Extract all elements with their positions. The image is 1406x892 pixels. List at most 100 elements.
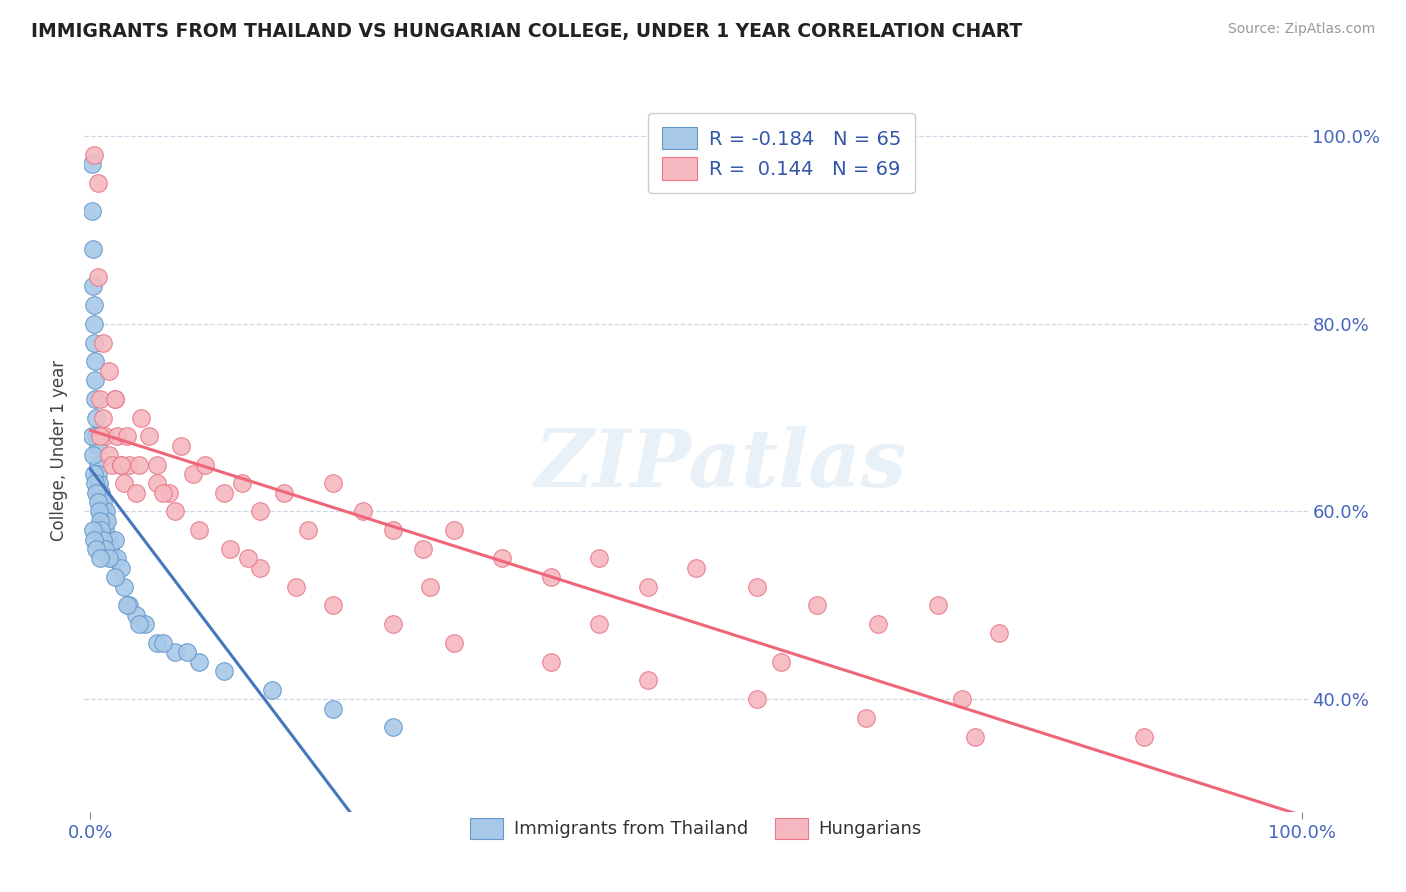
- Point: [104, 392, 127, 406]
- Text: ZIPatlas: ZIPatlas: [534, 426, 907, 504]
- Point: [86, 485, 108, 500]
- Point: [98, 541, 121, 556]
- Point: [86, 467, 108, 481]
- Point: [89, 495, 111, 509]
- Point: [212, 664, 235, 678]
- Point: [866, 617, 889, 632]
- Point: [491, 551, 513, 566]
- Point: [82, 279, 104, 293]
- Point: [101, 551, 124, 566]
- Point: [855, 711, 877, 725]
- Point: [104, 533, 127, 547]
- Point: [83, 335, 105, 350]
- Point: [86, 439, 108, 453]
- Point: [82, 448, 104, 462]
- Point: [97, 551, 120, 566]
- Point: [952, 692, 974, 706]
- Point: [89, 504, 111, 518]
- Point: [80, 429, 103, 443]
- Point: [138, 429, 160, 443]
- Point: [382, 720, 405, 734]
- Point: [110, 560, 132, 574]
- Point: [588, 551, 610, 566]
- Point: [769, 655, 792, 669]
- Point: [83, 298, 105, 312]
- Point: [86, 269, 108, 284]
- Point: [262, 682, 284, 697]
- Point: [236, 551, 259, 566]
- Text: IMMIGRANTS FROM THAILAND VS HUNGARIAN COLLEGE, UNDER 1 YEAR CORRELATION CHART: IMMIGRANTS FROM THAILAND VS HUNGARIAN CO…: [31, 22, 1022, 41]
- Point: [105, 429, 128, 443]
- Point: [84, 354, 107, 368]
- Point: [212, 485, 235, 500]
- Point: [146, 636, 169, 650]
- Point: [125, 607, 148, 622]
- Point: [83, 148, 105, 162]
- Point: [104, 570, 127, 584]
- Point: [104, 392, 127, 406]
- Point: [91, 495, 114, 509]
- Point: [322, 476, 344, 491]
- Point: [249, 560, 271, 574]
- Point: [188, 655, 211, 669]
- Point: [89, 551, 111, 566]
- Point: [157, 485, 180, 500]
- Point: [273, 485, 295, 500]
- Point: [91, 335, 114, 350]
- Point: [84, 373, 107, 387]
- Point: [128, 617, 150, 632]
- Point: [170, 439, 193, 453]
- Point: [87, 504, 110, 518]
- Point: [412, 541, 434, 556]
- Point: [637, 580, 659, 594]
- Point: [97, 364, 120, 378]
- Point: [352, 504, 374, 518]
- Point: [1133, 730, 1156, 744]
- Point: [118, 599, 141, 613]
- Point: [176, 645, 198, 659]
- Point: [83, 317, 105, 331]
- Point: [115, 429, 138, 443]
- Point: [231, 476, 253, 491]
- Point: [86, 176, 108, 190]
- Point: [443, 523, 465, 537]
- Point: [745, 580, 768, 594]
- Point: [134, 617, 156, 632]
- Point: [194, 458, 217, 472]
- Point: [112, 476, 135, 491]
- Point: [94, 541, 117, 556]
- Point: [97, 448, 120, 462]
- Point: [90, 485, 112, 500]
- Point: [129, 410, 152, 425]
- Y-axis label: College, Under 1 year: College, Under 1 year: [51, 359, 69, 541]
- Point: [637, 673, 659, 688]
- Point: [963, 730, 986, 744]
- Point: [218, 541, 240, 556]
- Point: [82, 523, 104, 537]
- Point: [87, 476, 110, 491]
- Point: [87, 485, 110, 500]
- Point: [97, 533, 120, 547]
- Point: [443, 636, 465, 650]
- Point: [118, 458, 141, 472]
- Point: [987, 626, 1010, 640]
- Point: [183, 467, 205, 481]
- Point: [745, 692, 768, 706]
- Point: [540, 570, 562, 584]
- Point: [110, 458, 132, 472]
- Point: [588, 617, 610, 632]
- Point: [86, 541, 108, 556]
- Point: [91, 410, 114, 425]
- Point: [90, 514, 112, 528]
- Point: [86, 495, 108, 509]
- Point: [89, 514, 111, 528]
- Point: [93, 514, 115, 528]
- Point: [90, 523, 112, 537]
- Point: [188, 523, 211, 537]
- Point: [152, 485, 174, 500]
- Point: [297, 523, 319, 537]
- Point: [86, 410, 108, 425]
- Point: [322, 599, 344, 613]
- Point: [89, 392, 111, 406]
- Point: [80, 157, 103, 171]
